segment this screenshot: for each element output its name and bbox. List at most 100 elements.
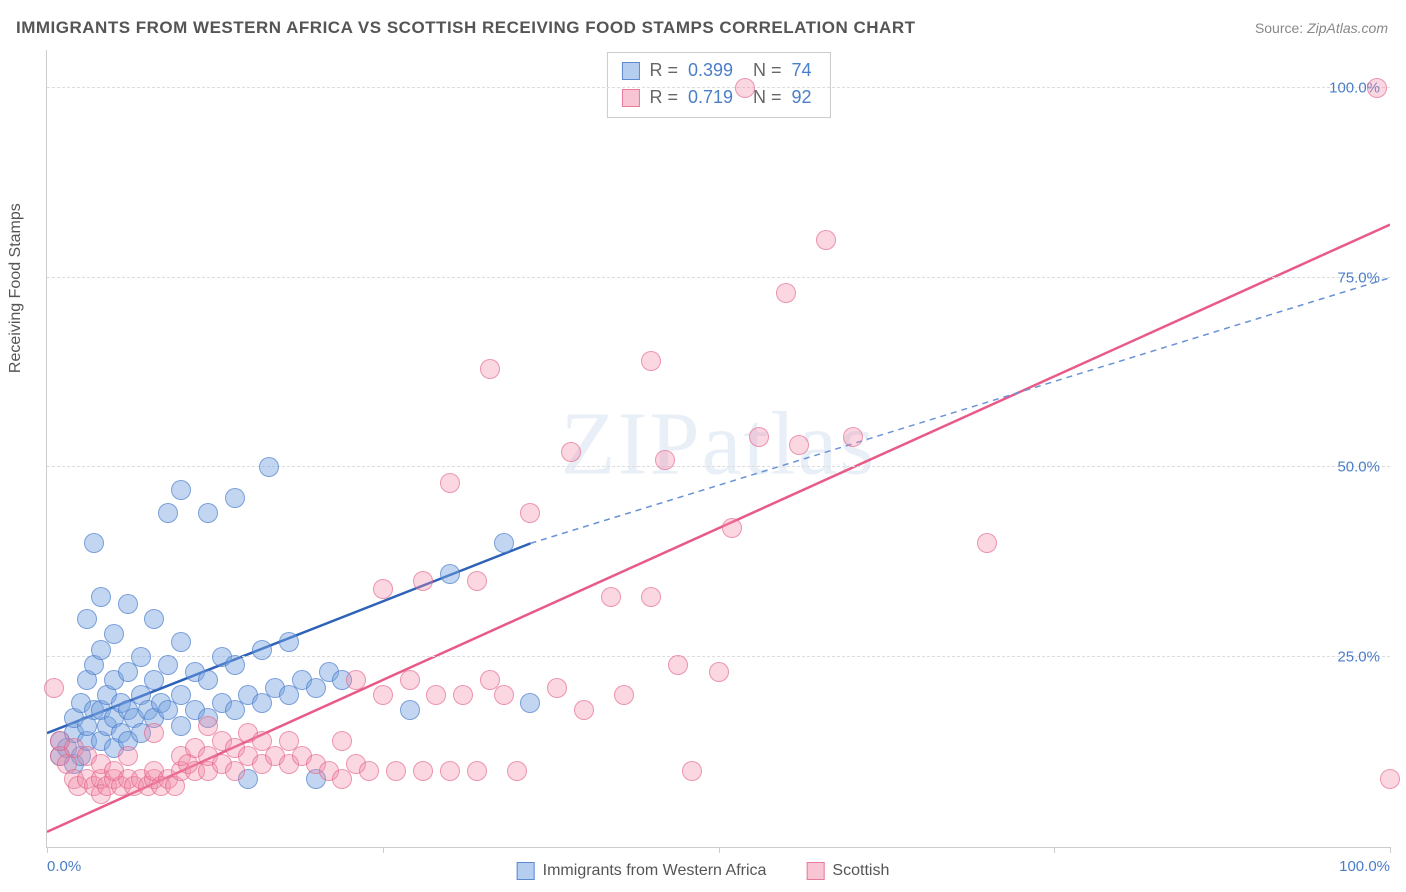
data-point [735,78,755,98]
plot-region: ZIPatlas R = 0.399 N = 74 R = 0.719 N = … [46,50,1390,848]
data-point [494,685,514,705]
data-point [668,655,688,675]
xtick-mark [1054,847,1055,853]
ytick-label: 75.0% [1337,269,1380,286]
legend-row-blue: R = 0.399 N = 74 [621,57,811,84]
data-point [641,351,661,371]
data-point [77,609,97,629]
chart-area: Receiving Food Stamps ZIPatlas R = 0.399… [46,50,1390,848]
data-point [104,624,124,644]
data-point [547,678,567,698]
data-point [1367,78,1387,98]
data-point [279,632,299,652]
data-point [400,670,420,690]
data-point [198,670,218,690]
ytick-label: 25.0% [1337,649,1380,666]
data-point [494,533,514,553]
source-attribution: Source: ZipAtlas.com [1255,20,1388,36]
data-point [171,480,191,500]
legend-item-pink-label: Scottish [832,862,889,880]
data-point [453,685,473,705]
data-point [440,473,460,493]
data-point [520,503,540,523]
data-point [776,283,796,303]
gridline-horizontal [47,87,1390,88]
gridline-horizontal [47,656,1390,657]
data-point [131,647,151,667]
data-point [1380,769,1400,789]
legend-row-pink: R = 0.719 N = 92 [621,84,811,111]
data-point [641,587,661,607]
data-point [144,723,164,743]
data-point [722,518,742,538]
data-point [332,731,352,751]
series-legend: Immigrants from Western Africa Scottish [517,862,890,880]
data-point [359,761,379,781]
data-point [467,571,487,591]
data-point [507,761,527,781]
legend-item-blue-label: Immigrants from Western Africa [543,862,767,880]
ytick-label: 50.0% [1337,459,1380,476]
data-point [614,685,634,705]
xtick-label: 100.0% [1339,858,1390,875]
data-point [198,503,218,523]
data-point [84,533,104,553]
data-point [118,746,138,766]
data-point [386,761,406,781]
data-point [252,640,272,660]
data-point [789,435,809,455]
data-point [574,700,594,720]
data-point [400,700,420,720]
data-point [413,761,433,781]
data-point [44,678,64,698]
data-point [118,594,138,614]
data-point [467,761,487,781]
correlation-legend: R = 0.399 N = 74 R = 0.719 N = 92 [606,52,830,118]
swatch-pink [621,89,639,107]
data-point [440,564,460,584]
legend-pink-r: 0.719 [688,84,733,111]
swatch-blue [621,62,639,80]
data-point [520,693,540,713]
y-axis-label: Receiving Food Stamps [7,203,25,373]
legend-blue-n: 74 [792,57,812,84]
data-point [171,632,191,652]
xtick-label: 0.0% [47,858,81,875]
gridline-horizontal [47,277,1390,278]
legend-pink-n: 92 [792,84,812,111]
data-point [709,662,729,682]
xtick-mark [47,847,48,853]
data-point [480,359,500,379]
xtick-mark [1390,847,1391,853]
data-point [225,655,245,675]
data-point [655,450,675,470]
data-point [373,685,393,705]
data-point [144,609,164,629]
swatch-pink-icon [806,862,824,880]
chart-title: IMMIGRANTS FROM WESTERN AFRICA VS SCOTTI… [16,18,916,38]
data-point [749,427,769,447]
gridline-horizontal [47,466,1390,467]
data-point [259,457,279,477]
data-point [601,587,621,607]
legend-item-blue: Immigrants from Western Africa [517,862,767,880]
data-point [561,442,581,462]
data-point [440,761,460,781]
data-point [91,587,111,607]
data-point [373,579,393,599]
data-point [413,571,433,591]
source-label: Source: [1255,20,1303,36]
data-point [682,761,702,781]
data-point [977,533,997,553]
data-point [158,503,178,523]
source-value: ZipAtlas.com [1307,20,1388,36]
swatch-blue-icon [517,862,535,880]
watermark: ZIPatlas [561,392,877,495]
data-point [843,427,863,447]
xtick-mark [719,847,720,853]
data-point [225,488,245,508]
xtick-mark [383,847,384,853]
data-point [158,655,178,675]
legend-blue-r: 0.399 [688,57,733,84]
data-point [426,685,446,705]
